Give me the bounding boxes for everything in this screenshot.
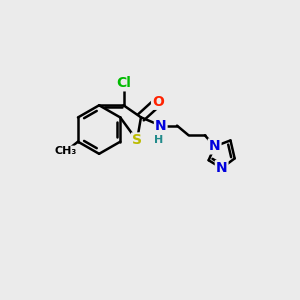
Text: N: N xyxy=(216,161,227,175)
Text: CH₃: CH₃ xyxy=(54,146,76,157)
Text: N: N xyxy=(209,140,220,153)
Text: N: N xyxy=(155,118,167,133)
Text: O: O xyxy=(152,95,164,109)
Text: H: H xyxy=(154,135,163,146)
Text: Cl: Cl xyxy=(116,76,131,90)
Text: S: S xyxy=(132,134,142,147)
